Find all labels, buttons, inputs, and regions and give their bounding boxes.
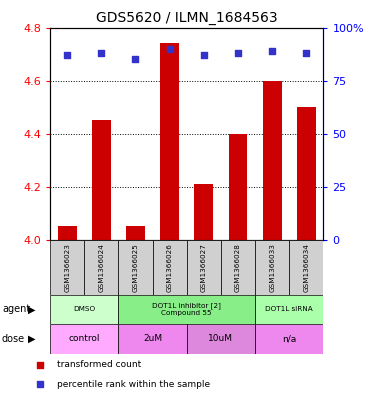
Text: ▶: ▶: [28, 334, 35, 344]
Bar: [263, 81, 281, 240]
Bar: [50, 240, 84, 295]
Bar: [126, 226, 145, 240]
Bar: [58, 226, 77, 240]
Bar: [92, 120, 111, 240]
Bar: [84, 240, 119, 295]
Text: percentile rank within the sample: percentile rank within the sample: [57, 380, 210, 389]
Text: GSM1366027: GSM1366027: [201, 243, 207, 292]
Bar: [194, 184, 213, 240]
Point: [64, 52, 70, 58]
Text: GSM1366023: GSM1366023: [64, 243, 70, 292]
Point: [303, 50, 310, 56]
Text: ▶: ▶: [28, 305, 35, 314]
Point: [167, 46, 173, 52]
Point: [37, 362, 43, 368]
Text: 2uM: 2uM: [143, 334, 162, 343]
Bar: [50, 324, 119, 354]
Text: DOT1L inhibitor [2]
Compound 55: DOT1L inhibitor [2] Compound 55: [152, 303, 221, 316]
Text: n/a: n/a: [282, 334, 296, 343]
Bar: [187, 324, 255, 354]
Text: GSM1366025: GSM1366025: [132, 243, 139, 292]
Bar: [160, 43, 179, 240]
Point: [132, 56, 139, 62]
Text: control: control: [69, 334, 100, 343]
Bar: [50, 295, 119, 324]
Bar: [297, 107, 316, 240]
Bar: [119, 295, 255, 324]
Bar: [255, 324, 323, 354]
Bar: [255, 240, 289, 295]
Bar: [289, 240, 323, 295]
Bar: [119, 324, 187, 354]
Title: GDS5620 / ILMN_1684563: GDS5620 / ILMN_1684563: [96, 11, 278, 25]
Text: dose: dose: [2, 334, 25, 344]
Bar: [229, 134, 248, 240]
Point: [201, 52, 207, 58]
Bar: [119, 240, 152, 295]
Point: [235, 50, 241, 56]
Text: GSM1366026: GSM1366026: [167, 243, 172, 292]
Bar: [187, 240, 221, 295]
Point: [37, 381, 43, 387]
Text: GSM1366024: GSM1366024: [98, 243, 104, 292]
Bar: [221, 240, 255, 295]
Point: [98, 50, 104, 56]
Bar: [152, 240, 187, 295]
Text: transformed count: transformed count: [57, 360, 141, 369]
Text: GSM1366033: GSM1366033: [269, 243, 275, 292]
Text: GSM1366028: GSM1366028: [235, 243, 241, 292]
Text: DMSO: DMSO: [73, 307, 95, 312]
Point: [269, 48, 275, 54]
Text: agent: agent: [2, 305, 30, 314]
Bar: [255, 295, 323, 324]
Text: GSM1366034: GSM1366034: [303, 243, 309, 292]
Text: 10uM: 10uM: [208, 334, 233, 343]
Text: DOT1L siRNA: DOT1L siRNA: [265, 307, 313, 312]
